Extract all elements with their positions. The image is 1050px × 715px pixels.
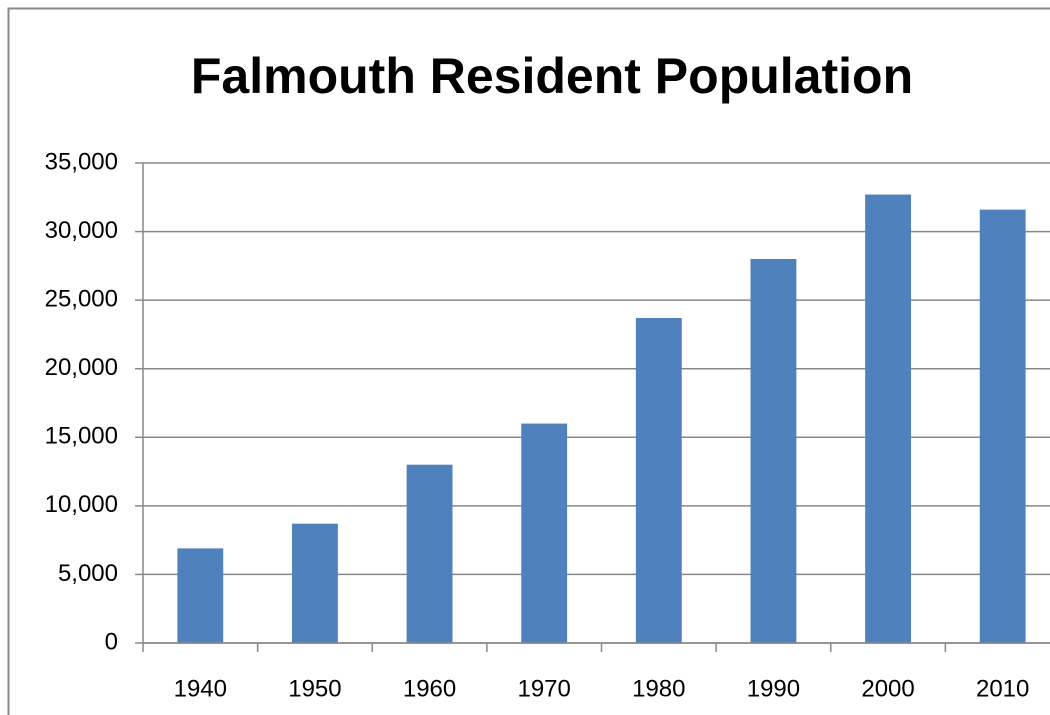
bar: [406, 464, 453, 643]
chart-title: Falmouth Resident Population: [191, 48, 913, 104]
bar: [177, 548, 224, 643]
bar: [865, 194, 911, 644]
x-tick-label: 2010: [976, 675, 1029, 702]
x-tick-label: 1940: [174, 675, 227, 702]
y-tick-label: 30,000: [45, 217, 118, 244]
x-tick-label: 1960: [403, 675, 456, 702]
y-tick-label: 15,000: [45, 423, 118, 450]
y-tick-label: 20,000: [45, 354, 118, 381]
y-tick-label: 0: [105, 628, 118, 655]
y-tick-label: 35,000: [45, 148, 118, 175]
x-tick-label: 1980: [632, 675, 685, 702]
bar: [521, 423, 568, 643]
y-tick-label: 25,000: [45, 285, 118, 312]
y-tick-label: 5,000: [58, 560, 118, 587]
bar: [979, 209, 1026, 643]
x-tick-label: 1970: [517, 675, 570, 702]
bar: [635, 317, 682, 643]
bar: [750, 259, 797, 643]
bar: [292, 523, 338, 643]
y-tick-label: 10,000: [45, 491, 118, 518]
x-tick-label: 1950: [288, 675, 341, 702]
x-tick-label: 2000: [861, 675, 914, 702]
x-tick-label: 1990: [747, 675, 800, 702]
